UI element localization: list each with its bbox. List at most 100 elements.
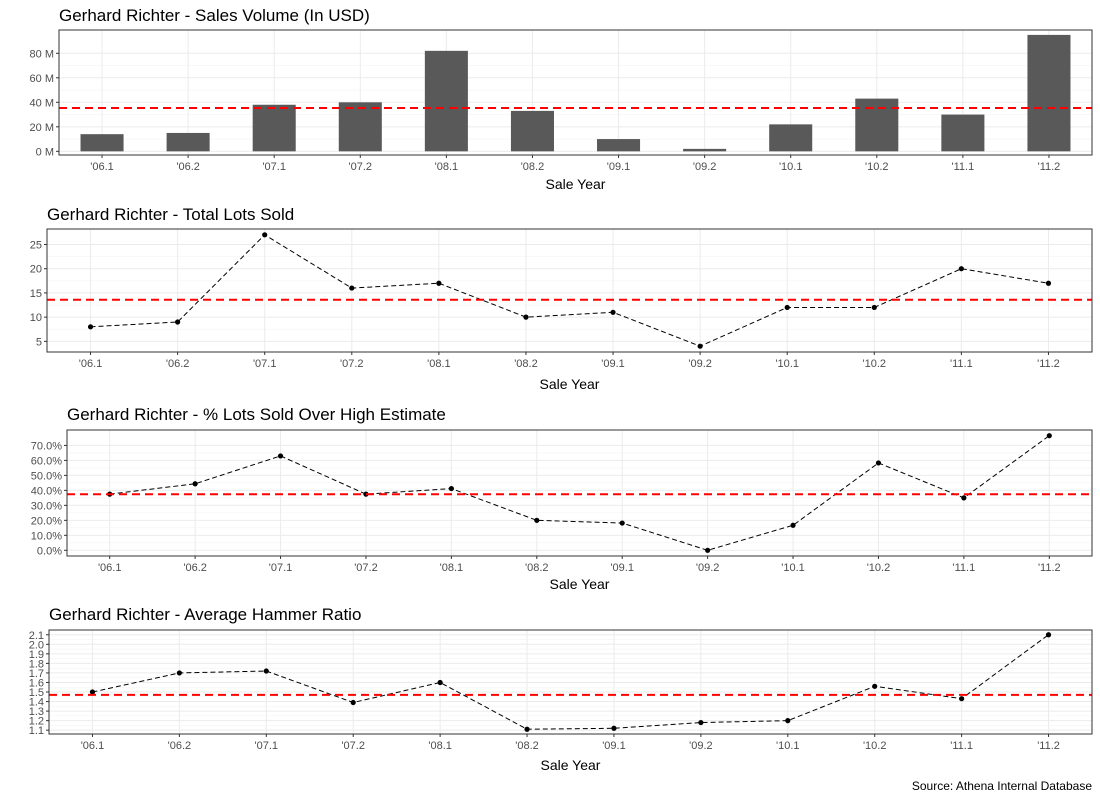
x-tick-label: '10.2 xyxy=(867,562,891,574)
bar xyxy=(510,110,554,152)
chart-panel-1: 0 M 20 M 40 M 60 M 80 M '06.1 '06.2 '07.1 '07.2 '… xyxy=(30,29,1093,192)
bar xyxy=(1027,34,1071,152)
x-tick-label: '11.1 xyxy=(950,740,973,752)
y-tick-label: 0 M xyxy=(36,146,54,158)
x-tick-label: '10.1 xyxy=(781,562,805,574)
x-tick-label: '11.2 xyxy=(1038,562,1061,574)
data-point xyxy=(784,304,790,311)
data-point xyxy=(192,481,198,487)
x-axis-label: Sale Year xyxy=(541,757,601,773)
x-axis-label: Sale Year xyxy=(550,576,610,592)
data-point xyxy=(619,520,625,526)
data-point xyxy=(698,719,704,726)
x-tick-label: '10.1 xyxy=(776,740,800,752)
x-axis-label: Sale Year xyxy=(546,176,606,192)
x-tick-label: '09.2 xyxy=(693,161,717,173)
x-tick-label: '10.1 xyxy=(779,161,803,173)
bar xyxy=(769,124,813,152)
y-tick-label: 1.4 xyxy=(29,697,44,709)
x-tick-label: '09.1 xyxy=(602,740,626,752)
y-tick-label: 2.1 xyxy=(29,630,44,642)
x-tick-label: '07.1 xyxy=(255,740,279,752)
y-tick-label: 60 M xyxy=(30,73,54,85)
data-point xyxy=(89,689,96,695)
y-tick-label: 10.0% xyxy=(31,530,62,542)
x-tick-label: '08.1 xyxy=(435,161,459,173)
bar xyxy=(80,134,124,152)
panel-border xyxy=(48,629,1093,735)
y-tick-label: 1.3 xyxy=(29,706,44,718)
data-point xyxy=(871,304,877,311)
chart-panel-4: 1.11.21.31.41.51.61.71.81.92.02.1 '06.1 '0… xyxy=(29,629,1093,773)
y-tick-label: 15 xyxy=(30,288,42,300)
y-tick-label: 0.0% xyxy=(37,545,62,557)
series-line xyxy=(109,435,1050,551)
x-tick-label: '07.1 xyxy=(269,562,293,574)
data-point xyxy=(785,718,791,724)
y-tick-label: 80 M xyxy=(30,48,54,60)
x-tick-label: '08.2 xyxy=(515,740,539,752)
data-point xyxy=(350,699,356,706)
x-tick-label: '08.1 xyxy=(440,562,464,574)
data-point xyxy=(176,670,182,676)
data-point xyxy=(1045,632,1052,638)
y-tick-label: 70.0% xyxy=(31,440,62,452)
y-tick-label: 1.5 xyxy=(29,687,44,699)
y-tick-label: 1.8 xyxy=(29,658,44,670)
x-tick-label: '09.1 xyxy=(601,358,625,370)
x-tick-label: '07.2 xyxy=(341,740,365,752)
x-tick-label: '08.1 xyxy=(427,358,451,370)
bar xyxy=(855,98,899,152)
x-tick-label: '06.2 xyxy=(183,562,207,574)
data-point xyxy=(87,324,94,330)
bar xyxy=(683,148,727,152)
x-tick-label: '09.2 xyxy=(696,562,720,574)
data-point xyxy=(534,517,540,523)
x-tick-label: '07.1 xyxy=(253,358,277,370)
data-point xyxy=(610,309,616,315)
x-tick-label: '09.1 xyxy=(607,161,631,173)
x-tick-label: '11.2 xyxy=(1037,740,1060,752)
data-point xyxy=(277,453,284,459)
x-axis-label: Sale Year xyxy=(540,376,600,392)
sales-volume-title: Gerhard Richter - Sales Volume (In USD) xyxy=(59,6,370,25)
x-tick-label: '11.2 xyxy=(1037,358,1060,370)
chart-panel-2: 5 10 15 20 25 '06.1 '06.2 '07.1 '07.2 '08.1 '08.2 '… xyxy=(30,228,1093,392)
panel-border xyxy=(46,228,1093,353)
data-point xyxy=(524,726,530,732)
x-tick-label: '07.2 xyxy=(349,161,373,173)
bar xyxy=(166,132,210,152)
x-tick-label: '07.1 xyxy=(262,161,286,173)
panel-border xyxy=(66,429,1093,557)
bar xyxy=(424,50,468,152)
x-tick-label: '06.1 xyxy=(90,161,114,173)
data-point xyxy=(363,491,369,497)
x-tick-label: '10.1 xyxy=(775,358,799,370)
data-point xyxy=(262,232,268,238)
series-line xyxy=(90,234,1049,347)
y-tick-label: 1.6 xyxy=(29,677,44,689)
x-tick-label: '08.2 xyxy=(521,161,545,173)
data-point xyxy=(523,314,529,320)
y-tick-label: 1.2 xyxy=(29,716,44,728)
x-tick-label: '06.2 xyxy=(166,358,190,370)
x-tick-label: '08.2 xyxy=(525,562,549,574)
y-tick-label: 20.0% xyxy=(31,515,62,527)
y-tick-label: 10 xyxy=(30,312,42,324)
bar xyxy=(252,104,296,152)
x-tick-label: '06.1 xyxy=(98,562,122,574)
y-tick-label: 20 M xyxy=(30,122,54,134)
x-tick-label: '10.2 xyxy=(863,358,887,370)
x-tick-label: '07.2 xyxy=(340,358,364,370)
bar xyxy=(597,139,641,152)
data-point xyxy=(1046,433,1052,439)
y-tick-label: 1.7 xyxy=(29,668,44,680)
over-high-estimate-title: Gerhard Richter - % Lots Sold Over High … xyxy=(67,405,446,424)
source-note: Source: Athena Internal Database xyxy=(911,779,1092,793)
data-point xyxy=(1045,280,1052,286)
y-tick-label: 1.9 xyxy=(29,649,44,661)
data-point xyxy=(697,343,703,349)
x-tick-label: '10.2 xyxy=(865,161,889,173)
data-point xyxy=(958,266,964,272)
hammer-ratio-title: Gerhard Richter - Average Hammer Ratio xyxy=(49,605,362,624)
